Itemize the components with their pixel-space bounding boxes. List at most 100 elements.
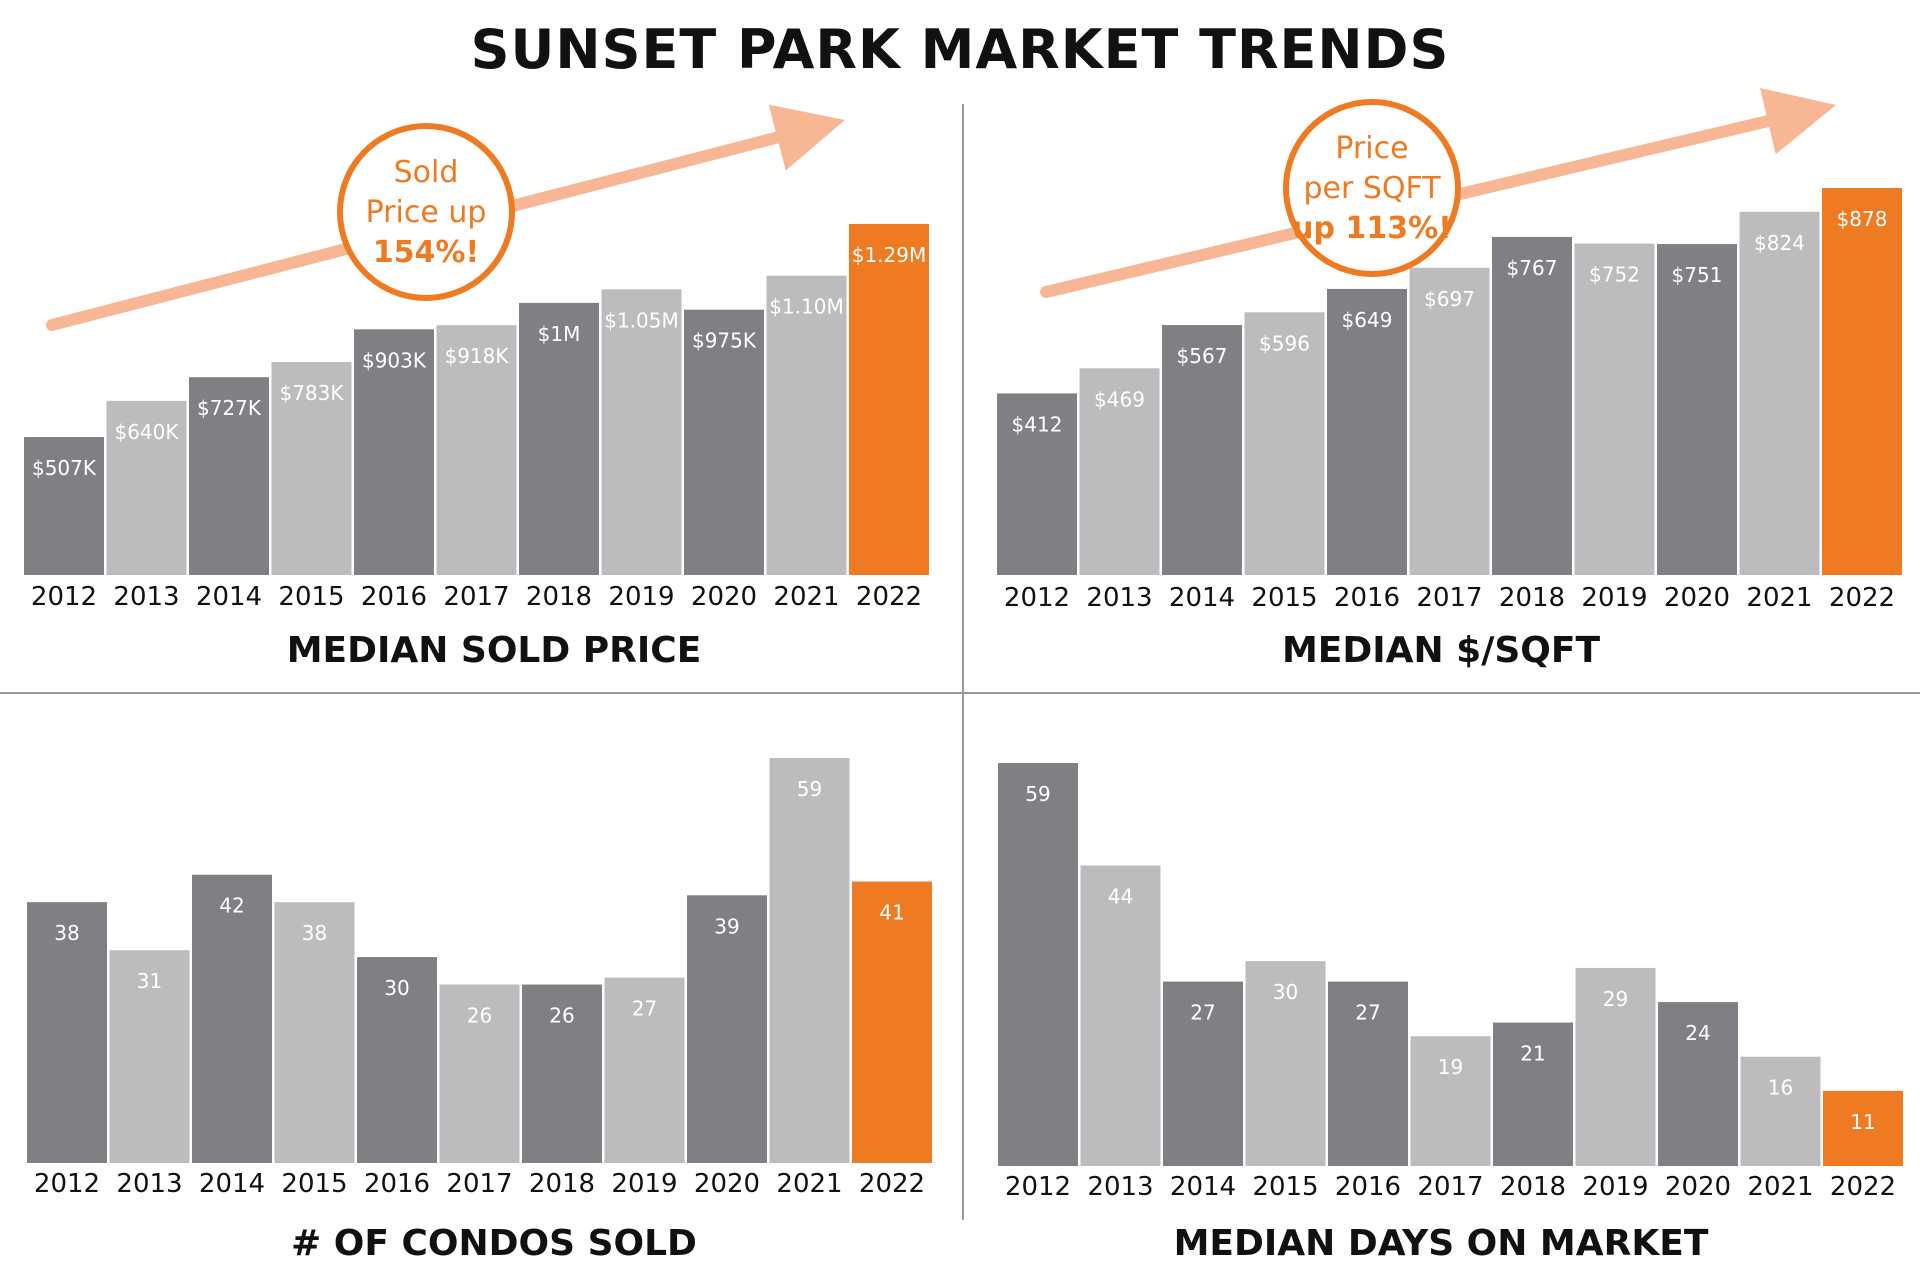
horizontal-divider bbox=[0, 692, 1920, 694]
bar-2012 bbox=[24, 437, 104, 575]
data-label-2020: 24 bbox=[1685, 1021, 1710, 1045]
bar-2019 bbox=[1574, 243, 1655, 575]
bar-2013 bbox=[106, 400, 187, 575]
chart-title: MEDIAN DAYS ON MARKET bbox=[1174, 1223, 1709, 1264]
tick-label-2016: 2016 bbox=[361, 582, 427, 612]
data-label-2013: 44 bbox=[1108, 884, 1133, 908]
data-label-2014: 42 bbox=[219, 894, 244, 918]
data-label-2020: $975K bbox=[692, 329, 757, 353]
tick-label-2019: 2019 bbox=[611, 1169, 677, 1199]
tick-label-2015: 2015 bbox=[281, 1169, 347, 1199]
chart-title: MEDIAN SOLD PRICE bbox=[287, 630, 702, 671]
tick-label-2022: 2022 bbox=[859, 1169, 925, 1199]
bar-2019 bbox=[604, 977, 685, 1163]
data-label-2018: $767 bbox=[1507, 256, 1558, 280]
chart-title: MEDIAN $/SQFT bbox=[1282, 630, 1601, 671]
tick-label-2016: 2016 bbox=[364, 1169, 430, 1199]
tick-label-2014: 2014 bbox=[199, 1169, 265, 1199]
data-label-2017: 19 bbox=[1438, 1055, 1463, 1079]
bar-2015 bbox=[271, 361, 352, 575]
tick-label-2019: 2019 bbox=[608, 582, 674, 612]
data-label-2016: 27 bbox=[1355, 1001, 1380, 1025]
data-label-2015: $596 bbox=[1259, 331, 1310, 355]
callout-sold-price-line-2: Price up bbox=[366, 195, 487, 230]
chart-4: 59 2012 44 2013 27 2014 30 2015 27 2016 19 2017 21 20… bbox=[998, 763, 1903, 1264]
tick-label-2013: 2013 bbox=[113, 582, 179, 612]
bar-2020 bbox=[687, 895, 767, 1163]
data-label-2015: 38 bbox=[302, 921, 327, 945]
tick-label-2014: 2014 bbox=[1169, 583, 1235, 613]
bar-2014 bbox=[189, 377, 269, 575]
tick-label-2022: 2022 bbox=[1829, 583, 1895, 613]
bar-2016 bbox=[357, 957, 437, 1163]
bar-2021 bbox=[769, 758, 850, 1163]
data-label-2021: 16 bbox=[1768, 1076, 1793, 1100]
bar-2016 bbox=[354, 329, 434, 575]
data-label-2021: $1.10M bbox=[769, 295, 844, 319]
tick-label-2021: 2021 bbox=[1746, 583, 1812, 613]
tick-label-2015: 2015 bbox=[278, 582, 344, 612]
data-label-2022: $1.29M bbox=[852, 243, 927, 267]
data-label-2013: 31 bbox=[137, 969, 162, 993]
bar-2012 bbox=[998, 763, 1078, 1166]
data-label-2021: 59 bbox=[797, 777, 822, 801]
callout-price-sqft-line-3: up 113%! bbox=[1292, 211, 1452, 246]
chart-3: 38 2012 31 2013 42 2014 38 2015 30 2016 26 2017 26 20… bbox=[27, 758, 932, 1264]
tick-label-2013: 2013 bbox=[1087, 1172, 1153, 1202]
callout-price-sqft-line-1: Price bbox=[1335, 131, 1408, 166]
tick-label-2021: 2021 bbox=[773, 582, 839, 612]
bar-2013 bbox=[109, 950, 190, 1163]
bar-2022 bbox=[849, 224, 929, 575]
bar-2015 bbox=[1244, 312, 1325, 575]
data-label-2020: 39 bbox=[714, 914, 739, 938]
tick-label-2017: 2017 bbox=[446, 1169, 512, 1199]
tick-label-2016: 2016 bbox=[1334, 583, 1400, 613]
tick-label-2012: 2012 bbox=[1005, 1172, 1071, 1202]
data-label-2013: $640K bbox=[114, 420, 179, 444]
data-label-2014: $727K bbox=[197, 396, 262, 420]
tick-label-2018: 2018 bbox=[529, 1169, 595, 1199]
bar-2014 bbox=[192, 874, 272, 1163]
tick-label-2017: 2017 bbox=[1417, 1172, 1483, 1202]
bar-2015 bbox=[274, 902, 355, 1163]
bar-2018 bbox=[519, 302, 599, 575]
page-title: SUNSET PARK MARKET TRENDS bbox=[470, 18, 1450, 81]
data-label-2015: 30 bbox=[1273, 980, 1298, 1004]
tick-label-2016: 2016 bbox=[1335, 1172, 1401, 1202]
tick-label-2021: 2021 bbox=[776, 1169, 842, 1199]
data-label-2016: $903K bbox=[362, 348, 427, 372]
data-label-2018: 21 bbox=[1520, 1042, 1545, 1066]
data-label-2019: $752 bbox=[1589, 263, 1640, 287]
bar-2016 bbox=[1328, 981, 1408, 1166]
tick-label-2020: 2020 bbox=[694, 1169, 760, 1199]
callout-sold-price-line-1: Sold bbox=[394, 155, 459, 190]
tick-label-2012: 2012 bbox=[31, 582, 97, 612]
data-label-2012: $412 bbox=[1012, 412, 1063, 436]
tick-label-2017: 2017 bbox=[1416, 583, 1482, 613]
bar-2020 bbox=[684, 309, 764, 575]
data-label-2019: 29 bbox=[1603, 987, 1628, 1011]
chart-title: # OF CONDOS SOLD bbox=[291, 1223, 697, 1264]
data-label-2015: $783K bbox=[279, 381, 344, 405]
data-label-2021: $824 bbox=[1754, 231, 1805, 255]
tick-label-2022: 2022 bbox=[856, 582, 922, 612]
bar-2015 bbox=[1245, 961, 1326, 1166]
bar-2021 bbox=[766, 275, 847, 575]
bar-2017 bbox=[436, 325, 517, 575]
bar-2017 bbox=[1409, 267, 1490, 575]
tick-label-2019: 2019 bbox=[1582, 1172, 1648, 1202]
tick-label-2022: 2022 bbox=[1830, 1172, 1896, 1202]
bar-2014 bbox=[1163, 981, 1243, 1166]
data-label-2022: 41 bbox=[879, 901, 904, 925]
bar-2020 bbox=[1657, 243, 1737, 575]
data-label-2017: $697 bbox=[1424, 287, 1475, 311]
bar-2016 bbox=[1327, 288, 1407, 575]
tick-label-2013: 2013 bbox=[1086, 583, 1152, 613]
data-label-2016: $649 bbox=[1342, 308, 1393, 332]
bar-2020 bbox=[1658, 1002, 1738, 1166]
data-label-2019: $1.05M bbox=[604, 308, 679, 332]
callout-sold-price-line-3: 154%! bbox=[373, 235, 479, 270]
data-label-2022: $878 bbox=[1837, 207, 1888, 231]
bar-2012 bbox=[27, 902, 107, 1163]
